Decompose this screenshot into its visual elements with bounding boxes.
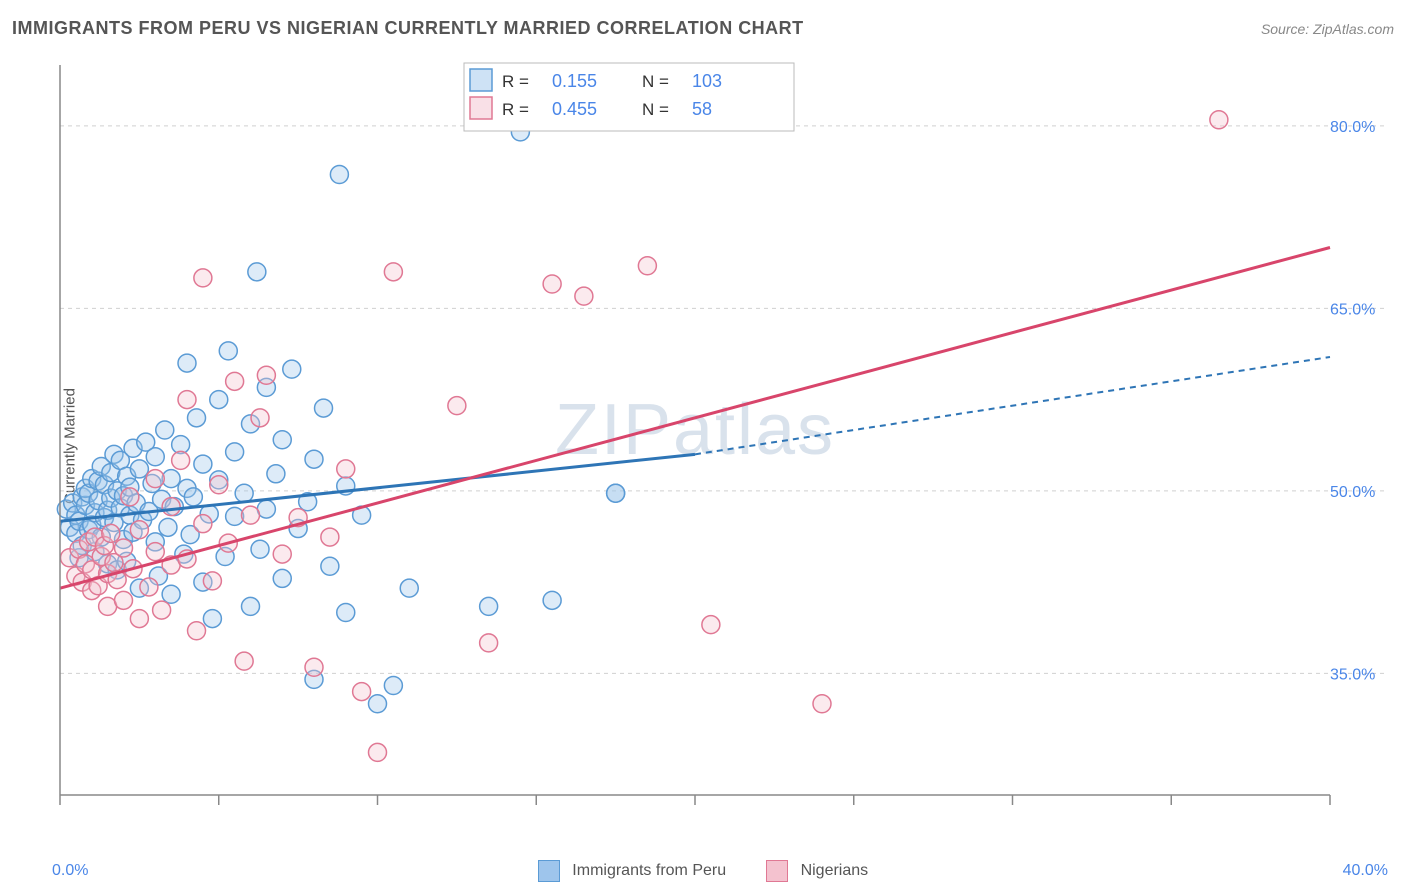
legend-item-nigerians: Nigerians (766, 860, 868, 882)
chart-title: IMMIGRANTS FROM PERU VS NIGERIAN CURRENT… (12, 18, 804, 39)
source-label: Source: ZipAtlas.com (1261, 21, 1394, 37)
svg-text:ZIPatlas: ZIPatlas (555, 390, 835, 470)
svg-text:N =: N = (642, 72, 669, 91)
svg-text:0.155: 0.155 (552, 71, 597, 91)
svg-text:35.0%: 35.0% (1330, 666, 1375, 683)
scatter-plot: 35.0% 50.0% 65.0% 80.0% ZIPatlas R = 0.155 N = 1… (50, 55, 1390, 825)
svg-text:R =: R = (502, 72, 529, 91)
legend-swatch-peru (538, 860, 560, 882)
svg-text:65.0%: 65.0% (1330, 301, 1375, 318)
chart-container: 35.0% 50.0% 65.0% 80.0% ZIPatlas R = 0.155 N = 1… (50, 55, 1390, 825)
svg-text:R =: R = (502, 100, 529, 119)
legend-label-peru: Immigrants from Peru (572, 862, 726, 879)
legend-swatch-nigerians (766, 860, 788, 882)
legend-item-peru: Immigrants from Peru (538, 860, 726, 882)
svg-text:0.455: 0.455 (552, 99, 597, 119)
svg-text:N =: N = (642, 100, 669, 119)
bottom-legend: Immigrants from Peru Nigerians (0, 860, 1406, 882)
svg-text:80.0%: 80.0% (1330, 119, 1375, 136)
legend-label-nigerians: Nigerians (801, 862, 869, 879)
svg-text:50.0%: 50.0% (1330, 484, 1375, 501)
svg-text:103: 103 (692, 71, 722, 91)
svg-text:58: 58 (692, 99, 712, 119)
